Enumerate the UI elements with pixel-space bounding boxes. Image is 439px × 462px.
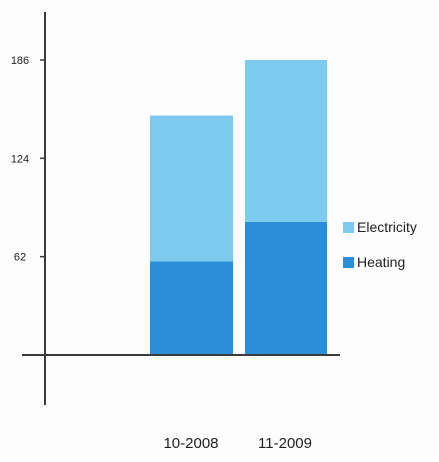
y-tick-labels: 62 124 186 [11, 55, 45, 264]
bar-heating-11-2009 [245, 221, 327, 355]
y-tick-label: 186 [11, 55, 29, 67]
bar-electricity-10-2008 [150, 115, 233, 262]
bars-layer [150, 60, 327, 355]
x-tick-label: 10-2008 [163, 435, 218, 452]
y-tick-label: 62 [14, 252, 26, 264]
legend-swatch [343, 257, 354, 268]
bar-electricity-11-2009 [245, 60, 327, 222]
legend-item-heating: Heating [343, 254, 405, 270]
axes-layer [22, 12, 340, 405]
bar-heating-10-2008 [150, 261, 233, 355]
legend-label: Heating [357, 254, 405, 270]
legend-item-electricity: Electricity [343, 219, 417, 235]
x-tick-label: 11-2009 [258, 435, 312, 452]
legend: Electricity Heating [343, 219, 417, 270]
legend-swatch [343, 222, 354, 233]
x-tick-labels: 10-2008 11-2009 [163, 435, 312, 452]
legend-label: Electricity [357, 219, 417, 235]
y-tick-label: 124 [11, 153, 29, 165]
